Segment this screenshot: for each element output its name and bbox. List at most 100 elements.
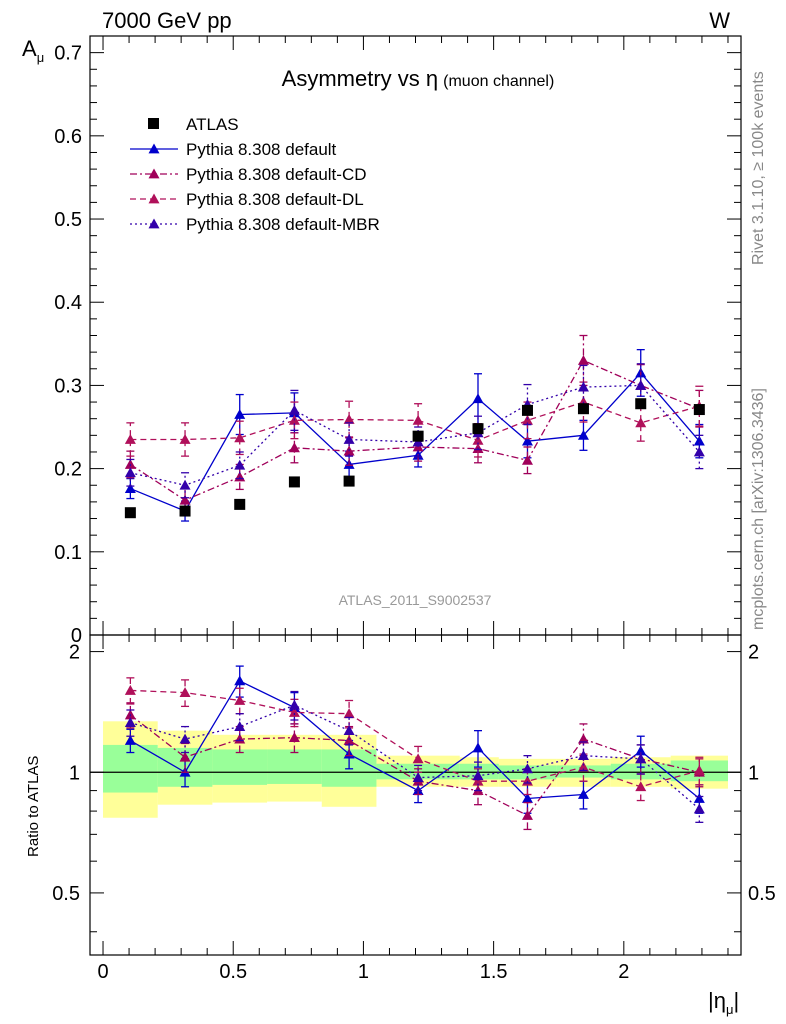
series-point: [693, 435, 705, 446]
legend: ATLAS Pythia 8.308 default Pythia 8.308 de…: [130, 115, 380, 234]
ratio-series-point: [124, 684, 136, 695]
ratio-series-point: [472, 775, 484, 786]
y-tick-label: 0.3: [54, 375, 82, 397]
ratio-series-point: [635, 781, 647, 792]
legend-label: ATLAS: [186, 115, 239, 134]
ratio-y-tick-label: 1: [69, 762, 80, 784]
y-tick-label: 0.1: [54, 542, 82, 564]
x-tick-label: 1: [358, 961, 369, 983]
series-point: [693, 446, 705, 457]
ratio-series-point: [124, 717, 136, 728]
ratio-series-point: [412, 772, 424, 782]
atlas-data-point: [472, 423, 484, 435]
series-point: [635, 417, 647, 428]
series-point: [234, 409, 246, 419]
atlas-data-point: [412, 430, 424, 442]
ratio-y-axis-label: Ratio to ATLAS: [25, 756, 42, 857]
x-axis-label: |ημ|: [708, 988, 739, 1017]
atlas-data-point: [124, 507, 136, 519]
series-point: [343, 433, 355, 444]
series-point: [124, 483, 136, 493]
ratio-series-point: [179, 687, 191, 698]
series-point: [124, 433, 136, 444]
rivet-note: Rivet 3.1.10, ≥ 100k events: [750, 71, 767, 265]
ratio-series-point: [693, 793, 705, 803]
ratio-series-point: [288, 732, 300, 743]
y-axis-label: Aμ: [22, 36, 44, 65]
ratio-y-tick-label-right: 2: [748, 642, 759, 664]
y-tick-label: 0.5: [54, 209, 82, 231]
ratio-series-point: [124, 735, 136, 745]
series-point: [412, 414, 424, 425]
watermark: ATLAS_2011_S9002537: [339, 592, 492, 608]
atlas-data-point: [521, 404, 533, 416]
series-point: [521, 435, 533, 446]
ratio-series-point: [343, 725, 355, 736]
y-tick-label: 0.4: [54, 292, 82, 314]
header-right: W: [709, 8, 730, 33]
series-point: [577, 429, 589, 440]
legend-label: Pythia 8.308 default-CD: [186, 165, 367, 184]
ratio-series-point: [234, 675, 246, 686]
series-point: [635, 379, 647, 390]
ratio-y-tick-label-right: 1: [748, 762, 759, 784]
legend-marker: [148, 143, 160, 154]
ratio-series-point: [472, 742, 484, 753]
ratio-series-point: [577, 750, 589, 761]
ratio-series-point: [234, 721, 246, 731]
atlas-data-point: [343, 475, 355, 487]
series-point: [179, 433, 191, 444]
ratio-series-point: [412, 753, 424, 764]
series-point: [577, 381, 589, 392]
x-tick-label: 2: [618, 961, 629, 983]
ratio-y-tick-label-right: 0.5: [748, 883, 776, 905]
series-point: [124, 467, 136, 478]
ratio-band-green: [267, 749, 322, 784]
series-point: [577, 354, 589, 365]
legend-marker: [148, 218, 160, 229]
atlas-data-point: [693, 404, 705, 416]
ratio-band-green: [212, 749, 268, 785]
atlas-data-point: [234, 498, 246, 510]
atlas-data-point: [288, 476, 300, 488]
ratio-series-point: [521, 763, 533, 774]
series-point: [343, 414, 355, 424]
ratio-series-point: [635, 753, 647, 764]
series-point: [179, 479, 191, 490]
x-tick-label: 1.5: [480, 961, 508, 983]
series-point: [124, 458, 136, 469]
series-point: [179, 494, 191, 505]
legend-marker: [148, 193, 160, 204]
ratio-series-point: [577, 789, 589, 799]
main-panel: 0 0.1 0.2 0.3 0.4 0.5 0.6 0.7 Asymmetry vs η (mu…: [22, 35, 742, 647]
series-point: [234, 432, 246, 443]
ratio-y-tick-label: 2: [69, 642, 80, 664]
ratio-series-point: [234, 695, 246, 705]
atlas-data-point: [635, 398, 647, 410]
legend-label: Pythia 8.308 default-DL: [186, 190, 364, 209]
y-tick-label: 0.2: [54, 459, 82, 481]
x-tick-label: 0: [97, 961, 108, 983]
series-point: [521, 414, 533, 425]
ratio-y-tick-label: 0.5: [52, 883, 80, 905]
chart-title: Asymmetry vs η (muon channel): [282, 66, 555, 91]
series-line: [130, 359, 700, 501]
ratio-series-point: [577, 733, 589, 744]
ratio-series-point: [179, 733, 191, 744]
series-point: [521, 454, 533, 465]
legend-marker-atlas: [148, 118, 159, 129]
ratio-series-point: [521, 810, 533, 820]
y-tick-label: 0.7: [54, 43, 82, 65]
series-point: [472, 393, 484, 404]
ratio-series-point: [521, 793, 533, 803]
ratio-series-point: [288, 699, 300, 710]
ratio-series-point: [693, 803, 705, 814]
series-point: [472, 434, 484, 445]
series-line: [130, 371, 700, 512]
header-left: 7000 GeV pp: [102, 8, 232, 33]
series-point: [288, 442, 300, 453]
atlas-data-point: [577, 403, 589, 415]
atlas-data-point: [179, 505, 191, 517]
ratio-series-point: [635, 745, 647, 756]
